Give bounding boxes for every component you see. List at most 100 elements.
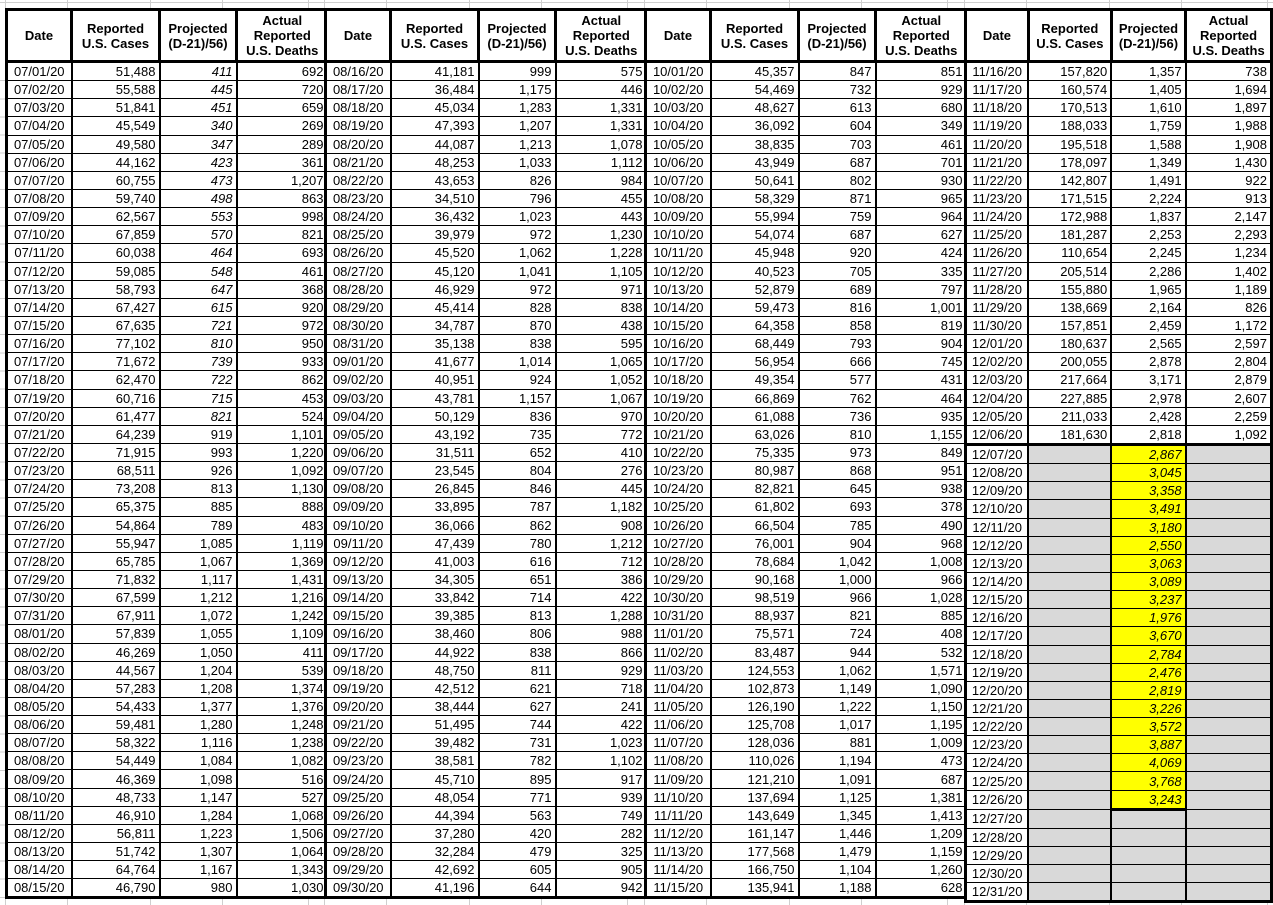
date-cell[interactable]: 11/12/20 [644,823,712,844]
deaths-cell[interactable]: 745 [874,352,968,372]
cases-cell[interactable] [1027,662,1113,682]
projected-cell[interactable]: 1,223 [158,823,238,844]
date-cell[interactable]: 10/10/20 [644,225,712,245]
date-cell[interactable]: 09/17/20 [324,642,392,662]
deaths-cell[interactable]: 1,009 [874,733,968,753]
projected-cell[interactable]: 782 [477,751,557,771]
projected-cell[interactable]: 3,243 [1110,789,1187,810]
projected-cell[interactable]: 473 [158,170,238,190]
projected-cell[interactable]: 973 [797,442,877,463]
date-cell[interactable]: 11/09/20 [644,769,712,789]
deaths-cell[interactable]: 461 [874,134,968,154]
projected-cell[interactable] [1110,846,1187,866]
cases-cell[interactable] [1027,698,1113,719]
cases-cell[interactable]: 49,580 [70,134,161,154]
projected-cell[interactable]: 1,091 [797,769,877,789]
date-cell[interactable]: 08/08/20 [5,751,73,771]
cases-cell[interactable]: 217,664 [1027,370,1113,390]
cases-cell[interactable] [1027,463,1113,483]
date-cell[interactable]: 07/21/20 [5,424,73,444]
projected-cell[interactable]: 3,572 [1110,717,1187,737]
deaths-cell[interactable]: 1,506 [235,823,329,844]
projected-cell[interactable]: 787 [477,497,557,517]
cases-cell[interactable]: 47,393 [389,116,480,136]
cases-cell[interactable]: 54,469 [709,80,800,100]
date-cell[interactable]: 08/03/20 [5,660,73,680]
projected-cell[interactable]: 3,063 [1110,553,1187,573]
date-cell[interactable]: 12/05/20 [964,406,1030,426]
date-cell[interactable]: 11/13/20 [644,842,712,862]
cases-cell[interactable] [1027,571,1113,592]
projected-cell[interactable]: 340 [158,116,238,136]
cases-cell[interactable]: 75,571 [709,624,800,644]
deaths-cell[interactable] [1184,827,1273,848]
projected-cell[interactable]: 445 [158,80,238,100]
cases-cell[interactable] [1027,443,1113,465]
deaths-cell[interactable]: 1,078 [554,134,648,154]
cases-cell[interactable]: 44,162 [70,152,161,172]
projected-cell[interactable]: 811 [477,660,557,680]
cases-cell[interactable]: 128,036 [709,733,800,753]
cases-cell[interactable]: 51,495 [389,715,480,735]
projected-cell[interactable]: 881 [797,733,877,753]
cases-cell[interactable]: 32,284 [389,842,480,862]
deaths-cell[interactable]: 988 [554,624,648,644]
date-cell[interactable]: 07/04/20 [5,116,73,136]
date-cell[interactable]: 12/22/20 [964,717,1030,737]
date-cell[interactable]: 08/26/20 [324,243,392,263]
deaths-cell[interactable]: 1,068 [235,805,329,825]
projected-cell[interactable]: 1,116 [158,733,238,753]
date-cell[interactable]: 09/07/20 [324,461,392,481]
cases-cell[interactable]: 110,026 [709,751,800,771]
deaths-cell[interactable]: 772 [554,424,648,444]
cases-cell[interactable]: 41,677 [389,352,480,372]
date-cell[interactable]: 09/25/20 [324,787,392,807]
projected-cell[interactable]: 1,284 [158,805,238,825]
projected-cell[interactable]: 1,033 [477,152,557,172]
deaths-cell[interactable] [1184,571,1273,592]
date-cell[interactable]: 10/25/20 [644,497,712,517]
projected-cell[interactable]: 2,428 [1110,406,1187,426]
deaths-cell[interactable] [1184,808,1273,829]
cases-cell[interactable]: 110,654 [1027,243,1113,263]
deaths-cell[interactable]: 1,182 [554,497,648,517]
date-cell[interactable]: 11/01/20 [644,624,712,644]
projected-cell[interactable]: 2,818 [1110,424,1187,446]
date-cell[interactable]: 11/22/20 [964,170,1030,190]
projected-cell[interactable]: 806 [477,624,557,644]
projected-cell[interactable]: 423 [158,152,238,172]
deaths-cell[interactable]: 410 [554,442,648,463]
projected-cell[interactable]: 553 [158,207,238,227]
projected-cell[interactable]: 627 [477,696,557,717]
projected-cell[interactable]: 1,067 [158,551,238,571]
deaths-cell[interactable]: 797 [874,279,968,299]
cases-cell[interactable]: 56,811 [70,823,161,844]
cases-cell[interactable]: 36,432 [389,207,480,227]
projected-cell[interactable]: 789 [158,515,238,535]
cases-cell[interactable]: 39,979 [389,225,480,245]
deaths-cell[interactable]: 1,430 [1184,152,1273,172]
date-cell[interactable]: 09/28/20 [324,842,392,862]
date-cell[interactable]: 10/31/20 [644,606,712,626]
deaths-cell[interactable]: 1,172 [1184,315,1273,336]
date-cell[interactable]: 07/18/20 [5,370,73,390]
cases-cell[interactable]: 160,574 [1027,80,1113,100]
cases-cell[interactable]: 52,879 [709,279,800,299]
cases-cell[interactable]: 178,097 [1027,152,1113,172]
cases-cell[interactable]: 38,581 [389,751,480,771]
cases-cell[interactable] [1027,753,1113,773]
date-cell[interactable]: 07/26/20 [5,515,73,535]
deaths-cell[interactable]: 1,988 [1184,116,1273,136]
projected-cell[interactable]: 744 [477,715,557,735]
cases-cell[interactable]: 43,949 [709,152,800,172]
cases-cell[interactable]: 43,781 [389,388,480,408]
projected-cell[interactable]: 1,213 [477,134,557,154]
deaths-cell[interactable] [1184,481,1273,501]
date-cell[interactable]: 11/17/20 [964,80,1030,100]
cases-cell[interactable]: 46,369 [70,769,161,789]
cases-cell[interactable]: 45,549 [70,116,161,136]
cases-cell[interactable]: 83,487 [709,642,800,662]
cases-cell[interactable]: 61,477 [70,406,161,426]
cases-cell[interactable]: 45,414 [389,297,480,317]
cases-cell[interactable]: 59,473 [709,297,800,317]
